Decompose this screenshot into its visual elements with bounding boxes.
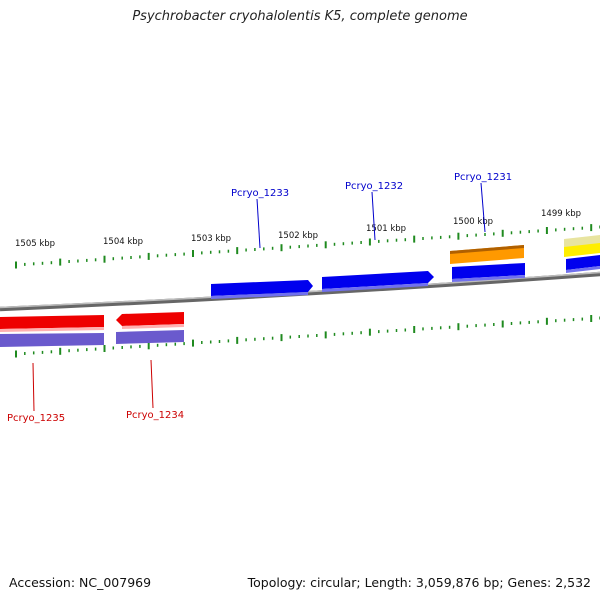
leader-line-pcryo-1232 [371, 191, 376, 241]
genome-title: Psychrobacter cryohalolentis K5, complet… [132, 9, 468, 24]
gene-labels: Pcryo_1235 Pcryo_1234 Pcryo_1233 Pcryo_1232… [7, 172, 512, 424]
accession-text: Accession: NC_007969 [9, 575, 152, 590]
gene-partial-right-cds [566, 266, 600, 273]
gene-pcryo-1235-cds [0, 333, 104, 347]
gene-features [0, 235, 600, 347]
tick-marks: 1505 kbp 1504 kbp 1503 kbp 1502 kbp 1501 kbp… [15, 209, 600, 358]
tick-label-1500-kbp: 1500 kbp [453, 217, 493, 227]
tick-label-1502-kbp: 1502 kbp [278, 231, 318, 241]
gene-pcryo-1234-cds [116, 330, 184, 344]
genome-summary-text: Topology: circular; Length: 3,059,876 bp… [247, 575, 591, 590]
gene-label-pcryo-1234[interactable]: Pcryo_1234 [126, 410, 184, 421]
other-feature-1-edge [450, 245, 524, 254]
tick-label-1501-kbp: 1501 kbp [366, 224, 406, 234]
gene-label-pcryo-1232[interactable]: Pcryo_1232 [345, 181, 403, 192]
leader-line-pcryo-1231 [480, 182, 486, 233]
gene-partial-right-feature [566, 255, 600, 270]
gene-pcryo-1235-feature [0, 315, 104, 329]
leader-line-pcryo-1233 [256, 198, 261, 249]
gene-pcryo-1234-edge [122, 324, 184, 329]
gene-pcryo-1233-feature [211, 280, 313, 296]
tick-label-1505-kbp: 1505 kbp [15, 239, 55, 249]
tick-label-1499-kbp: 1499 kbp [541, 209, 581, 219]
gene-label-pcryo-1233[interactable]: Pcryo_1233 [231, 188, 289, 199]
gene-pcryo-1233-cds [211, 292, 308, 299]
gene-pcryo-1232-cds [322, 283, 428, 292]
tick-label-1503-kbp: 1503 kbp [191, 234, 231, 244]
gene-pcryo-1235-edge [0, 327, 104, 332]
tick-label-1504-kbp: 1504 kbp [103, 237, 143, 247]
gene-pcryo-1232-feature [322, 271, 434, 289]
misc-feature-right-top [564, 235, 600, 247]
leader-line-pcryo-1235 [32, 362, 35, 412]
gene-label-pcryo-1231[interactable]: Pcryo_1231 [454, 172, 512, 183]
gene-pcryo-1231-feature [452, 263, 525, 279]
gene-pcryo-1234-feature [116, 312, 184, 326]
gene-pcryo-1231-cds [452, 275, 525, 282]
leader-line-pcryo-1234 [150, 359, 154, 409]
gene-label-pcryo-1235[interactable]: Pcryo_1235 [7, 413, 65, 424]
